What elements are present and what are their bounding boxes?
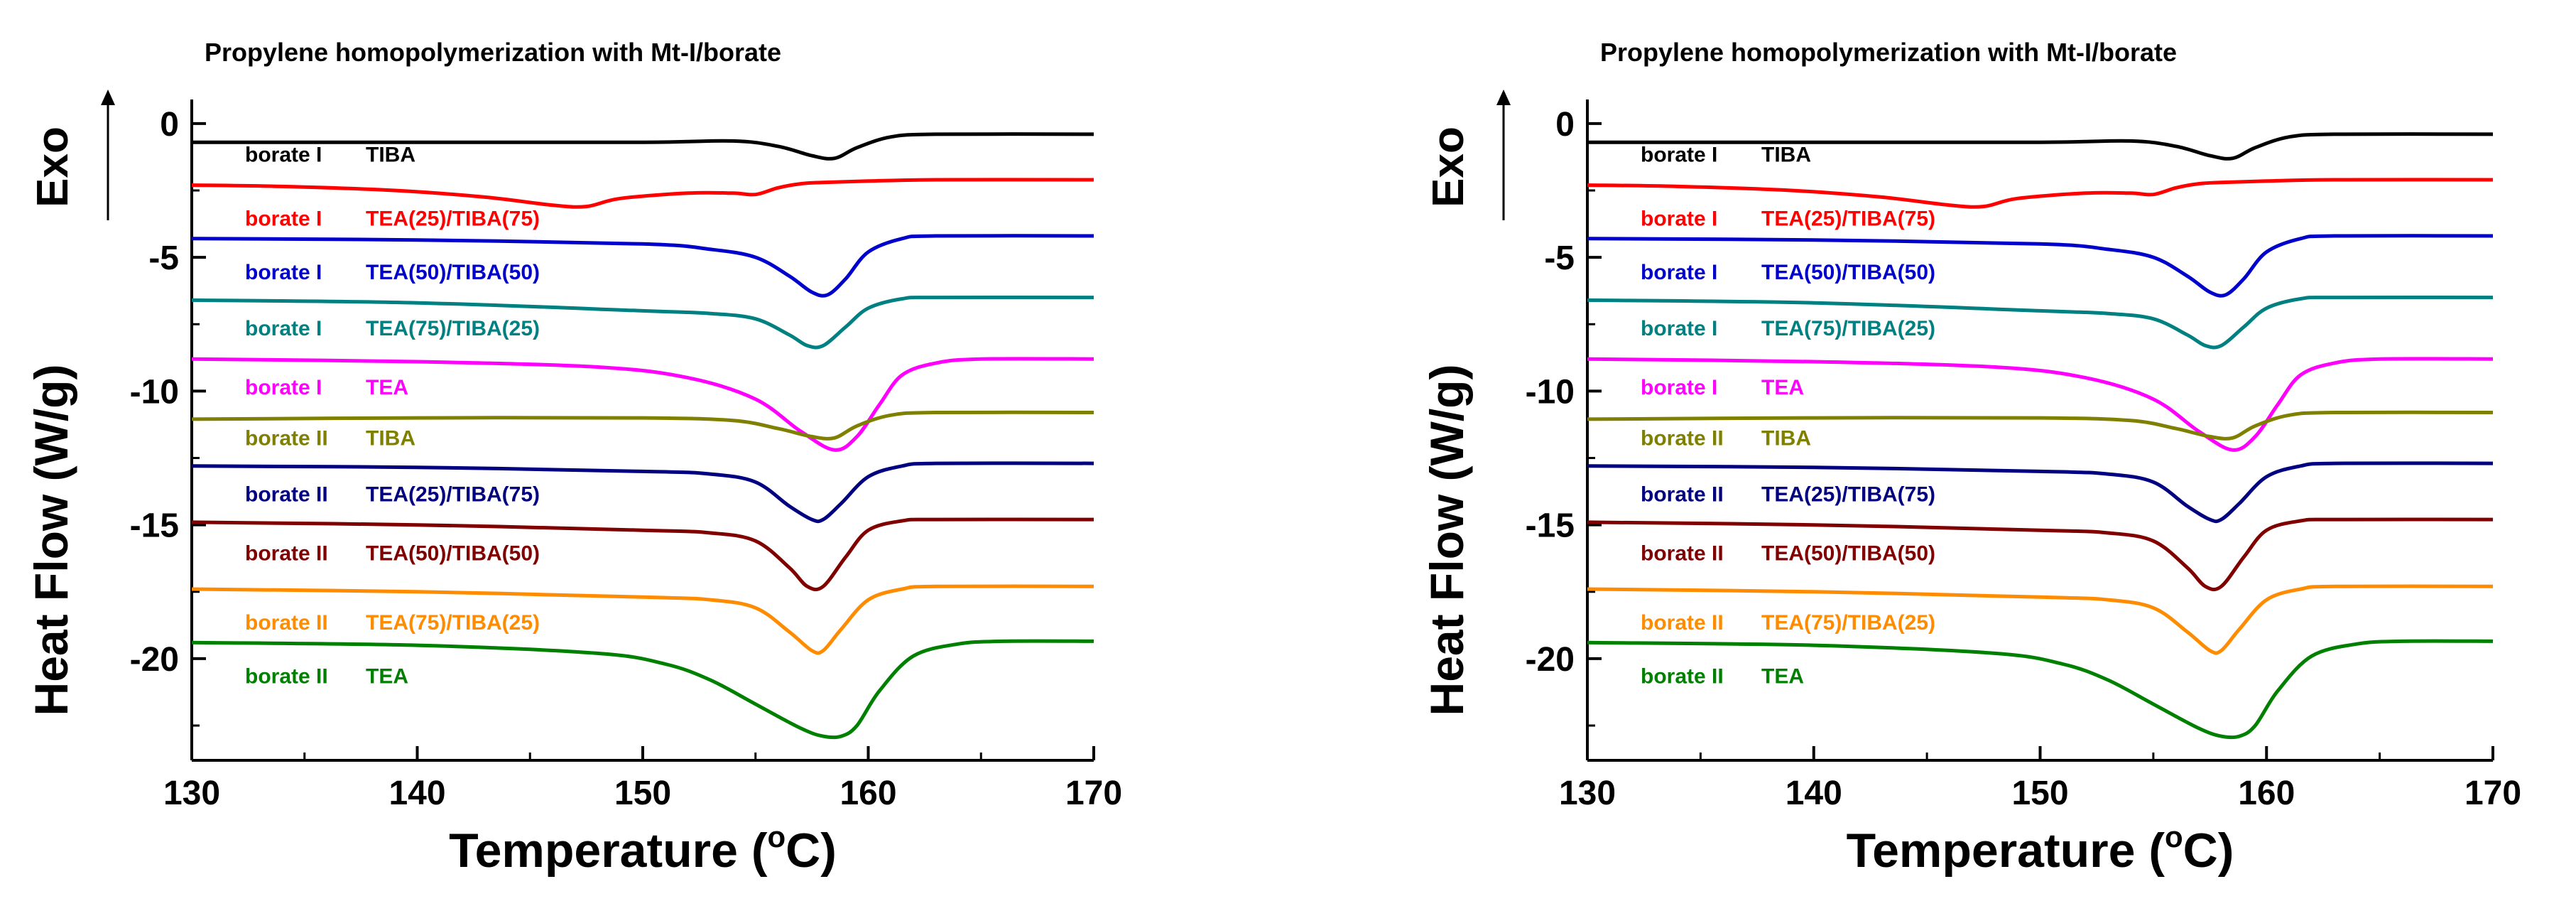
x-tick-label: 130 <box>163 775 220 812</box>
y-tick-label: 0 <box>160 106 179 144</box>
x-tick-label: 160 <box>2238 775 2295 812</box>
exo-arrow-head <box>1496 90 1511 105</box>
series-label-name: borate II <box>245 541 328 565</box>
series-label-cocatalyst: TEA <box>1761 376 1804 399</box>
series-line <box>191 357 1094 452</box>
series-line <box>1587 584 2494 655</box>
series-label-cocatalyst: TEA <box>366 665 408 689</box>
series-label-cocatalyst: TIBA <box>366 426 415 450</box>
series-label-cocatalyst: TIBA <box>366 143 415 166</box>
series-line <box>1587 234 2494 298</box>
series-line <box>1587 357 2494 452</box>
series-label-name: borate II <box>1641 665 1724 689</box>
series-label-name: borate I <box>245 317 322 340</box>
series-label-cocatalyst: TEA(50)/TIBA(50) <box>366 261 540 284</box>
series-label-name: borate I <box>245 261 322 284</box>
series-line <box>191 234 1094 298</box>
series-label-name: borate I <box>1641 376 1717 399</box>
x-axis-title: Temperature (oC) <box>1847 820 2234 878</box>
series-label-name: borate I <box>245 207 322 231</box>
x-axis-title-unit: C) <box>786 824 837 878</box>
series-label-cocatalyst: TEA(50)/TIBA(50) <box>1761 261 1935 284</box>
series-line <box>191 295 1094 350</box>
series-line <box>191 178 1094 209</box>
x-axis-title-sup: o <box>2165 820 2183 853</box>
series-label-cocatalyst: TEA(25)/TIBA(75) <box>1761 482 1935 506</box>
x-axis-title-main: Temperature ( <box>1847 824 2165 878</box>
y-tick-label: -15 <box>130 507 179 545</box>
series-label-name: borate II <box>1641 611 1724 635</box>
x-tick-label: 170 <box>1065 775 1122 812</box>
series-label-cocatalyst: TEA(75)/TIBA(25) <box>1761 317 1935 340</box>
series-label-cocatalyst: TEA(25)/TIBA(75) <box>1761 207 1935 231</box>
x-axis-title-main: Temperature ( <box>449 824 768 878</box>
chart-title: Propylene homopolymerization with Mt-I/b… <box>1600 38 2177 67</box>
y-tick-label: -5 <box>1544 239 1575 277</box>
series-line <box>1587 461 2494 524</box>
series-label-name: borate II <box>1641 426 1724 450</box>
series-line <box>1587 639 2494 740</box>
series-label-name: borate II <box>1641 541 1724 565</box>
x-axis-title: Temperature (oC) <box>449 820 837 878</box>
chart-title: Propylene homopolymerization with Mt-I/b… <box>205 38 781 67</box>
series-label-cocatalyst: TEA(50)/TIBA(50) <box>1761 541 1935 565</box>
series-line <box>191 639 1094 740</box>
series-label-name: borate II <box>245 665 328 689</box>
series-line <box>191 461 1094 524</box>
series-label-cocatalyst: TEA(50)/TIBA(50) <box>366 541 540 565</box>
series-label-name: borate II <box>1641 482 1724 506</box>
series-label-cocatalyst: TIBA <box>1761 143 1811 166</box>
series-line <box>1587 517 2494 592</box>
series-label-name: borate I <box>1641 207 1717 231</box>
chart-panel-2: Propylene homopolymerization with Mt-I/b… <box>1420 38 2521 878</box>
series-label-cocatalyst: TEA(75)/TIBA(25) <box>366 611 540 635</box>
series-line <box>191 410 1094 441</box>
series-label-cocatalyst: TEA <box>366 376 408 399</box>
series-label-cocatalyst: TEA(75)/TIBA(25) <box>1761 611 1935 635</box>
series-line <box>191 584 1094 655</box>
exo-arrow-head <box>101 90 115 105</box>
series-line <box>1587 178 2494 209</box>
series-label-name: borate I <box>245 143 322 166</box>
y-tick-label: 0 <box>1555 106 1575 144</box>
y-axis-title: Heat Flow (W/g) <box>25 365 77 716</box>
x-tick-label: 150 <box>2011 775 2068 812</box>
series-label-name: borate II <box>245 482 328 506</box>
series-label-name: borate I <box>1641 317 1717 340</box>
series-label-cocatalyst: TEA(25)/TIBA(75) <box>366 207 540 231</box>
series-line <box>1587 295 2494 350</box>
series-label-name: borate I <box>1641 143 1717 166</box>
y-tick-label: -10 <box>1526 373 1575 411</box>
x-tick-label: 160 <box>839 775 896 812</box>
chart-panel-1: Propylene homopolymerization with Mt-I/b… <box>25 38 1122 878</box>
series-line <box>1587 410 2494 441</box>
x-axis-title-unit: C) <box>2183 824 2234 878</box>
y-tick-label: -20 <box>1526 641 1575 679</box>
series-label-name: borate II <box>245 611 328 635</box>
series-label-cocatalyst: TEA(75)/TIBA(25) <box>366 317 540 340</box>
series-label-cocatalyst: TEA(25)/TIBA(75) <box>366 482 540 506</box>
series-line <box>1587 132 2494 161</box>
x-tick-label: 150 <box>614 775 671 812</box>
y-tick-label: -20 <box>130 641 179 679</box>
x-tick-label: 140 <box>1786 775 1842 812</box>
exo-label: Exo <box>1424 126 1473 207</box>
y-axis-title: Heat Flow (W/g) <box>1420 365 1473 716</box>
series-label-name: borate II <box>245 426 328 450</box>
x-tick-label: 170 <box>2464 775 2521 812</box>
x-tick-label: 130 <box>1559 775 1616 812</box>
exo-label: Exo <box>28 126 77 207</box>
y-tick-label: -15 <box>1526 507 1575 545</box>
series-label-cocatalyst: TEA <box>1761 665 1804 689</box>
series-label-name: borate I <box>245 376 322 399</box>
series-line <box>191 517 1094 592</box>
y-tick-label: -5 <box>148 239 179 277</box>
x-tick-label: 140 <box>388 775 445 812</box>
x-axis-title-sup: o <box>768 820 786 853</box>
series-label-name: borate I <box>1641 261 1717 284</box>
y-tick-label: -10 <box>130 373 179 411</box>
series-line <box>192 132 1094 161</box>
series-label-cocatalyst: TIBA <box>1761 426 1811 450</box>
